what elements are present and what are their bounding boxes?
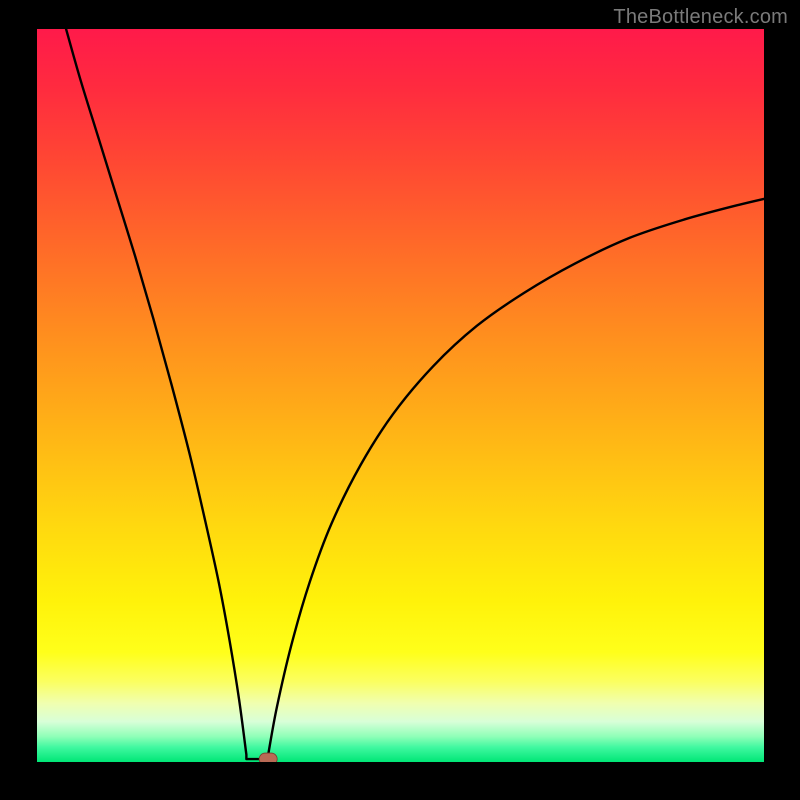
gradient-background [37,29,764,762]
watermark-text: TheBottleneck.com [613,6,788,29]
bottleneck-chart [0,0,800,800]
optimum-marker [259,753,277,765]
